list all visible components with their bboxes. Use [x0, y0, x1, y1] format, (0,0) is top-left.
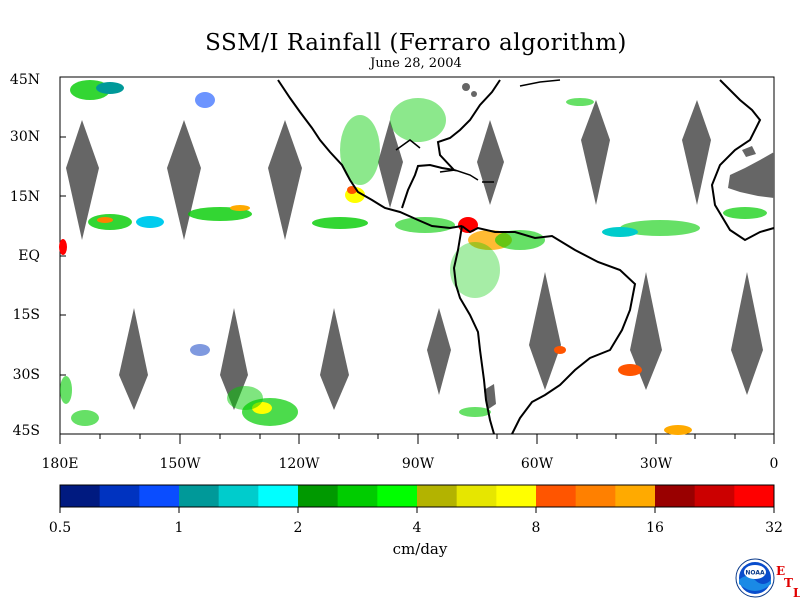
- colorbar-cell: [377, 485, 418, 507]
- colorbar-cell: [218, 485, 259, 507]
- colorbar-cell: [615, 485, 656, 507]
- lon-label: 150W: [159, 456, 201, 472]
- lon-label: 90W: [401, 456, 435, 472]
- etl-letter: L: [793, 586, 800, 600]
- colorbar-cell: [655, 485, 696, 507]
- no-data-swaths: [66, 100, 763, 410]
- lat-label: EQ: [18, 248, 40, 264]
- colorbar-tick-label: 4: [412, 520, 422, 536]
- lat-label: 45S: [12, 423, 40, 439]
- rain-patches: [59, 80, 767, 435]
- lat-label: 15S: [12, 307, 40, 323]
- noaa-logo: NOAA: [735, 558, 775, 598]
- lat-label: 15N: [9, 189, 40, 205]
- lon-label: 180E: [41, 456, 79, 472]
- colorbar-tick-label: 32: [765, 520, 783, 536]
- colorbar-cell: [496, 485, 537, 507]
- colorbar-cell: [575, 485, 616, 507]
- lat-label: 30N: [9, 129, 40, 145]
- colorbar-cell: [417, 485, 458, 507]
- colorbar-tick-label: 16: [646, 520, 664, 536]
- lat-label: 45N: [9, 72, 40, 88]
- etl-letter: E: [776, 564, 786, 578]
- colorbar-tick-label: 8: [531, 520, 541, 536]
- colorbar-cell: [258, 485, 299, 507]
- lon-label: 60W: [520, 456, 554, 472]
- colorbar-cell: [99, 485, 140, 507]
- colorbar-tick-label: 0.5: [48, 520, 72, 536]
- colorbar: [60, 485, 775, 507]
- colorbar-cell: [694, 485, 735, 507]
- map-title: SSM/I Rainfall (Ferraro algorithm): [205, 30, 627, 56]
- etl-letter: T: [784, 576, 793, 590]
- coastlines: [277, 79, 775, 435]
- colorbar-tick-label: 1: [174, 520, 184, 536]
- lon-label: 0: [769, 456, 779, 472]
- colorbar-cell: [337, 485, 378, 507]
- swath: [66, 120, 99, 240]
- noaa-logo-text: NOAA: [745, 570, 765, 577]
- map-ticks: [59, 136, 775, 444]
- colorbar-unit: cm/day: [392, 540, 448, 558]
- swath: [167, 120, 201, 240]
- colorbar-cell: [456, 485, 497, 507]
- colorbar-cell: [536, 485, 577, 507]
- colorbar-cell: [179, 485, 220, 507]
- swath: [268, 120, 302, 240]
- lon-label: 120W: [278, 456, 320, 472]
- colorbar-cell: [734, 485, 775, 507]
- lon-label: 30W: [639, 456, 673, 472]
- lat-label: 30S: [12, 367, 40, 383]
- map-date: June 28, 2004: [370, 56, 462, 71]
- colorbar-cell: [60, 485, 101, 507]
- colorbar-tick-label: 2: [293, 520, 303, 536]
- colorbar-cell: [139, 485, 180, 507]
- colorbar-cell: [298, 485, 339, 507]
